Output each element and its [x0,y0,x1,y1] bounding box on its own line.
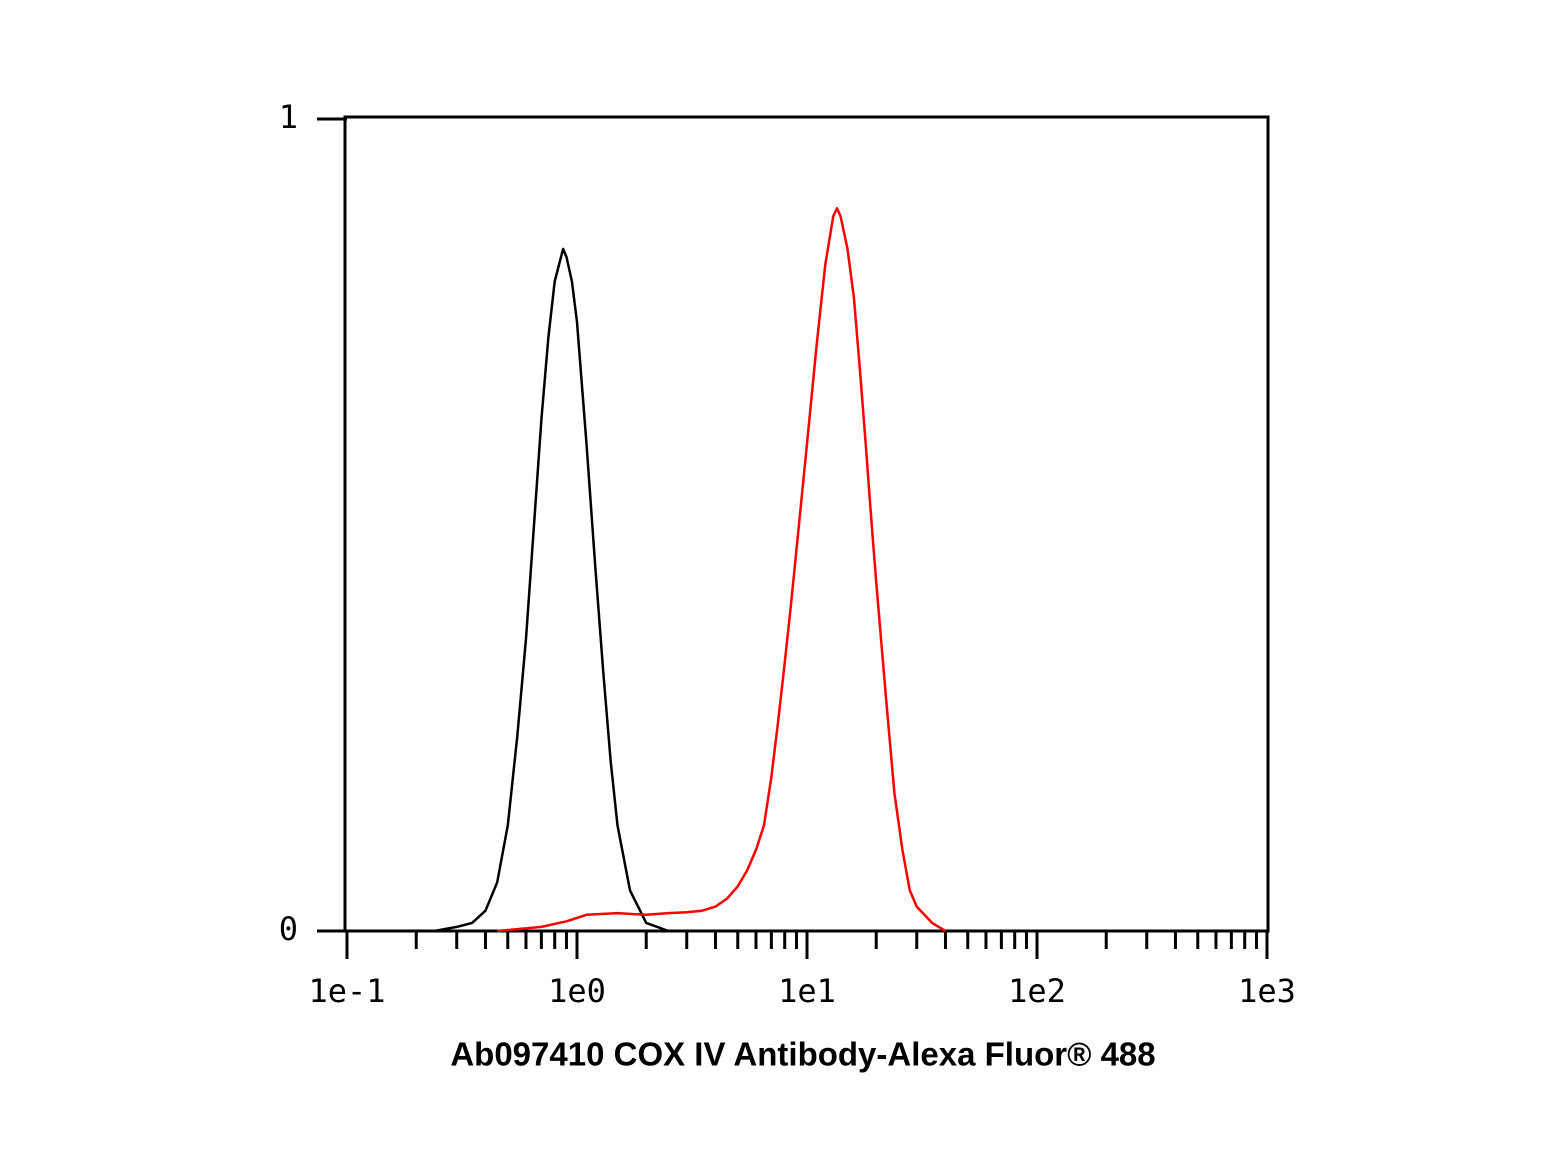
y-tick-label: 1 [279,98,298,136]
x-tick-label: 1e3 [1238,972,1296,1010]
histogram-line [434,247,669,933]
x-tick-label: 1e1 [778,972,836,1010]
x-tick-label: 1e2 [1008,972,1066,1010]
plot-frame [343,115,1270,933]
y-tick-label: 0 [279,910,298,948]
x-axis-label: Ab097410 COX IV Antibody-Alexa Fluor® 48… [450,1036,1155,1073]
x-tick-label: 1e-1 [308,972,385,1010]
x-tick-label: 1e0 [548,972,606,1010]
histogram-line [497,207,947,933]
